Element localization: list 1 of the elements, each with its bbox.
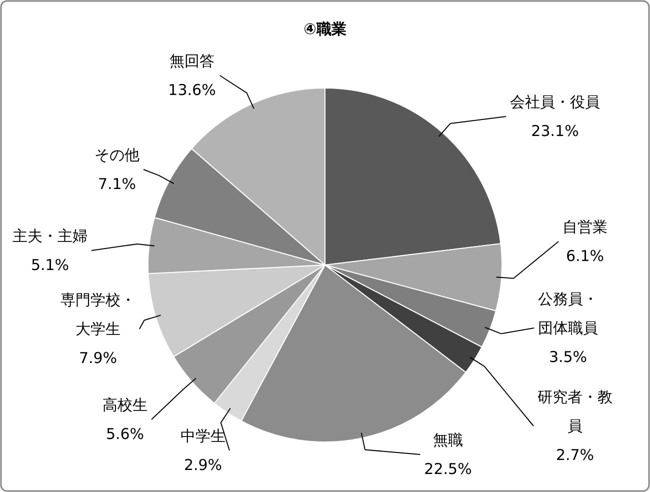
chart-title: ④職業 <box>304 20 346 38</box>
